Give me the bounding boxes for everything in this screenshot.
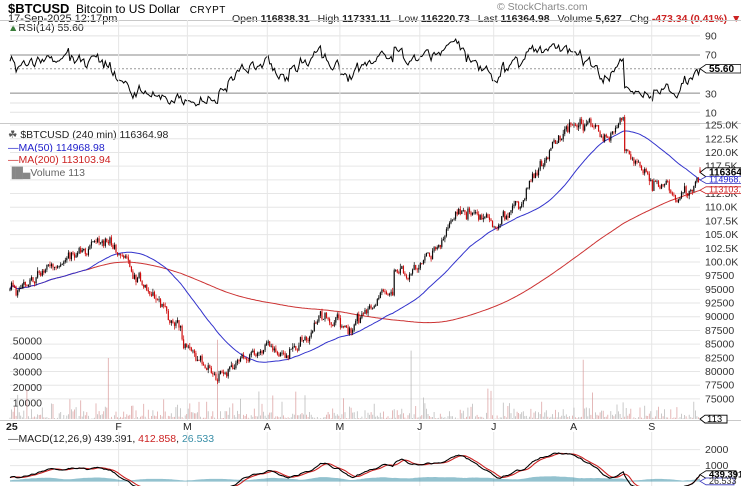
svg-text:26.533: 26.533 (709, 476, 737, 486)
